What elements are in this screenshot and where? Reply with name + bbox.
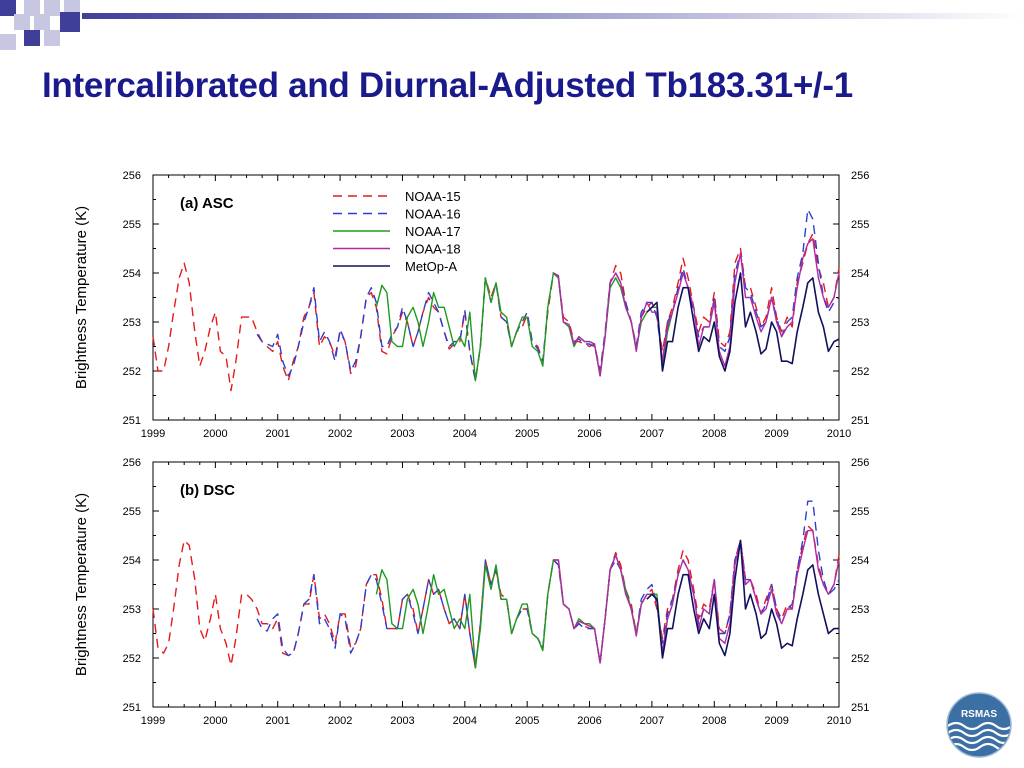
chart-asc-series-metop-a (646, 272, 840, 372)
chart-asc-ytick-label-left: 254 (123, 268, 141, 280)
chart-dsc-xtick-label: 2003 (390, 715, 414, 727)
chart-dsc-ytick-label-right: 253 (851, 604, 869, 616)
chart-asc-panel-label: (a) ASC (180, 195, 234, 212)
chart-dsc-svg: 251 251 252 252 253 253 254 254 255 255 256 256 1999… (73, 457, 869, 727)
chart-asc-xtick-label: 2001 (265, 428, 289, 440)
chart-asc-series-noaa-17 (375, 272, 674, 382)
chart-dsc-xtick-label: 2000 (203, 715, 227, 727)
chart-asc-xtick-label: 2008 (702, 428, 726, 440)
chart-asc-ytick-label-left: 255 (123, 219, 141, 231)
chart-dsc-series-noaa-17 (375, 554, 674, 669)
chart-dsc-ytick-label-right: 256 (851, 457, 869, 469)
chart-asc-series-noaa-15 (152, 233, 840, 392)
chart-dsc-xtick-label: 2008 (702, 715, 726, 727)
chart-dsc-ytick-label-left: 253 (123, 604, 141, 616)
chart-dsc-ytick-label-right: 251 (851, 702, 869, 714)
chart-asc-series-noaa-18 (553, 238, 840, 377)
chart-dsc-ytick-label-left: 255 (123, 506, 141, 518)
slide-title: Intercalibrated and Diurnal-Adjusted Tb1… (42, 66, 853, 105)
chart-dsc-xtick-label: 2007 (640, 715, 664, 727)
chart-asc-series-noaa-16 (256, 208, 840, 382)
chart-asc-xtick-label: 2002 (328, 428, 352, 440)
chart-asc-xtick-label: 2004 (453, 428, 477, 440)
chart-panel-asc: 251 251 252 252 253 253 254 254 255 255 256 256 1999… (0, 160, 1024, 450)
chart-asc-xtick-label: 2000 (203, 428, 227, 440)
header-bar (82, 13, 1024, 19)
chart-dsc-xtick-label: 2004 (453, 715, 477, 727)
chart-panel-dsc: 251 251 252 252 253 253 254 254 255 255 256 256 1999… (0, 447, 1024, 737)
chart-dsc-ytick-label-left: 252 (123, 653, 141, 665)
chart-dsc-series-metop-a (646, 539, 839, 659)
chart-asc-ytick-label-left: 256 (123, 170, 141, 182)
chart-asc-ytick-label-right: 251 (851, 415, 869, 427)
chart-dsc-series-noaa-15 (152, 525, 840, 669)
chart-asc-svg: 251 251 252 252 253 253 254 254 255 255 256 256 1999… (73, 170, 869, 440)
legend-label-metop-a: MetOp-A (405, 259, 457, 274)
chart-dsc-xtick-label: 2002 (328, 715, 352, 727)
chart-dsc-ytick-label-left: 251 (123, 702, 141, 714)
chart-dsc-panel-label: (b) DSC (180, 482, 235, 499)
corner-decoration (0, 0, 80, 50)
chart-asc-ytick-label-right: 255 (851, 219, 869, 231)
chart-asc-xtick-label: 2010 (827, 428, 851, 440)
legend-label-noaa-15: NOAA-15 (405, 189, 461, 204)
chart-asc-ylabel: Brightness Temperature (K) (73, 206, 90, 389)
chart-dsc-xtick-label: 2006 (577, 715, 601, 727)
chart-asc-ytick-label-right: 256 (851, 170, 869, 182)
chart-dsc-xtick-label: 2009 (764, 715, 788, 727)
chart-asc-ytick-label-left: 253 (123, 317, 141, 329)
legend-label-noaa-16: NOAA-16 (405, 207, 461, 222)
chart-asc-ytick-label-right: 254 (851, 268, 869, 280)
chart-dsc-series-noaa-18 (553, 529, 840, 664)
chart-asc-xtick-label: 2007 (640, 428, 664, 440)
legend-label-noaa-18: NOAA-18 (405, 242, 461, 257)
rsmas-logo: RSMAS (946, 692, 1012, 758)
chart-asc-xtick-label: 2006 (577, 428, 601, 440)
chart-dsc-ylabel: Brightness Temperature (K) (73, 493, 90, 676)
chart-dsc-ytick-label-right: 255 (851, 506, 869, 518)
chart-dsc-ytick-label-right: 254 (851, 555, 869, 567)
chart-dsc-ytick-label-right: 252 (851, 653, 869, 665)
chart-dsc-xtick-label: 1999 (141, 715, 165, 727)
chart-asc-ytick-label-right: 252 (851, 366, 869, 378)
chart-asc-xtick-label: 2005 (515, 428, 539, 440)
chart-dsc-xtick-label: 2010 (827, 715, 851, 727)
chart-asc-ytick-label-left: 252 (123, 366, 141, 378)
legend-label-noaa-17: NOAA-17 (405, 224, 461, 239)
chart-dsc-xtick-label: 2005 (515, 715, 539, 727)
chart-asc-xtick-label: 2009 (764, 428, 788, 440)
chart-asc-ytick-label-left: 251 (123, 415, 141, 427)
chart-asc-xtick-label: 1999 (141, 428, 165, 440)
chart-asc-ytick-label-right: 253 (851, 317, 869, 329)
logo-text: RSMAS (961, 709, 997, 720)
chart-dsc-plot-frame (152, 461, 840, 708)
chart-asc-xtick-label: 2003 (390, 428, 414, 440)
chart-dsc-xtick-label: 2001 (265, 715, 289, 727)
chart-dsc-ytick-label-left: 254 (123, 555, 141, 567)
chart-dsc-ytick-label-left: 256 (123, 457, 141, 469)
